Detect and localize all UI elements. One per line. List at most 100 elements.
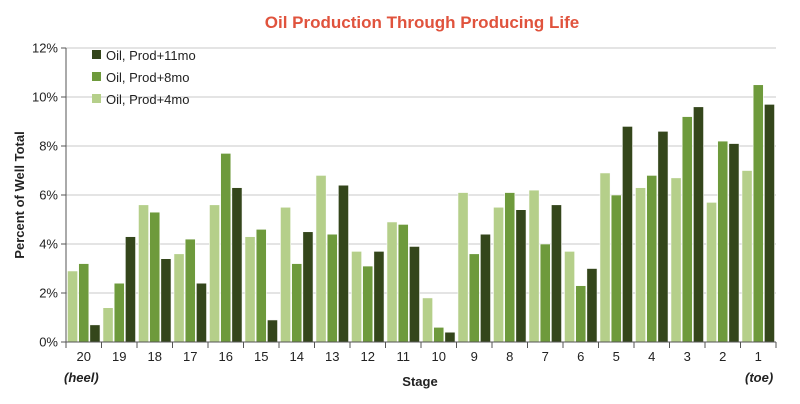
bar bbox=[125, 236, 136, 343]
bar bbox=[373, 251, 385, 343]
bar bbox=[338, 184, 349, 343]
bar bbox=[280, 206, 291, 343]
x-axis-label: Stage bbox=[402, 374, 437, 389]
bar bbox=[657, 131, 669, 343]
y-tick-label: 2% bbox=[39, 286, 58, 301]
bar bbox=[551, 204, 562, 343]
bar bbox=[681, 116, 693, 343]
bar bbox=[397, 224, 409, 343]
bar bbox=[160, 258, 172, 343]
bar bbox=[515, 209, 527, 343]
x-tick-label: 10 bbox=[432, 349, 446, 364]
y-tick-label: 12% bbox=[32, 41, 58, 56]
bar bbox=[362, 265, 374, 343]
bar bbox=[480, 233, 491, 343]
x-tick-label: 13 bbox=[325, 349, 339, 364]
heel-annotation: (heel) bbox=[64, 370, 99, 385]
bar bbox=[646, 175, 658, 343]
bar bbox=[67, 270, 78, 343]
bar bbox=[610, 194, 622, 343]
bar bbox=[717, 140, 729, 343]
bar bbox=[173, 253, 185, 343]
x-tick-label: 2 bbox=[719, 349, 726, 364]
bar bbox=[422, 297, 433, 343]
bar bbox=[255, 229, 267, 343]
x-tick-label: 7 bbox=[542, 349, 549, 364]
bar bbox=[468, 253, 480, 343]
bar bbox=[231, 187, 243, 343]
bar bbox=[196, 282, 207, 343]
bar bbox=[315, 175, 327, 343]
x-tick-labels: 20 19 18 17 16 15 14 13 12 11 10 9 8 7 6 5 4 3 2 1 bbox=[77, 349, 762, 364]
toe-annotation: (toe) bbox=[745, 370, 773, 385]
x-tick-label: 6 bbox=[577, 349, 584, 364]
bar bbox=[528, 189, 540, 343]
bar bbox=[599, 172, 611, 343]
bar bbox=[209, 204, 220, 343]
x-tick-label: 1 bbox=[755, 349, 762, 364]
bar bbox=[409, 246, 420, 343]
bar bbox=[138, 204, 149, 343]
x-tick-label: 5 bbox=[613, 349, 620, 364]
x-tick-label: 15 bbox=[254, 349, 268, 364]
x-tick-label: 12 bbox=[361, 349, 375, 364]
legend-label: Oil, Prod+8mo bbox=[106, 70, 189, 85]
y-tick-labels: 0% 2% 4% 6% 8% 10% 12% bbox=[32, 41, 58, 350]
legend-swatch bbox=[92, 72, 101, 81]
x-tick-label: 16 bbox=[219, 349, 233, 364]
bar bbox=[302, 231, 314, 343]
bar bbox=[539, 243, 551, 343]
bar bbox=[670, 177, 682, 343]
y-axis-label: Percent of Well Total bbox=[12, 131, 27, 258]
bar bbox=[635, 187, 646, 343]
bar bbox=[386, 221, 398, 343]
bar bbox=[102, 307, 114, 343]
bar bbox=[457, 192, 469, 343]
bar bbox=[184, 238, 196, 343]
bar bbox=[575, 285, 587, 343]
bar bbox=[764, 104, 775, 343]
legend-label: Oil, Prod+4mo bbox=[106, 92, 189, 107]
x-tick-label: 18 bbox=[148, 349, 162, 364]
y-tick-label: 8% bbox=[39, 139, 58, 154]
bar bbox=[706, 202, 717, 343]
x-tick-label: 20 bbox=[77, 349, 91, 364]
bar bbox=[693, 106, 704, 343]
bar bbox=[493, 206, 504, 343]
bar bbox=[752, 84, 764, 343]
bar bbox=[741, 170, 753, 343]
bar bbox=[291, 263, 303, 343]
axes bbox=[61, 47, 777, 348]
y-tick-label: 4% bbox=[39, 237, 58, 252]
bar bbox=[433, 326, 445, 343]
x-tick-label: 4 bbox=[648, 349, 655, 364]
bars bbox=[67, 84, 775, 343]
bar bbox=[351, 251, 362, 343]
bar bbox=[444, 331, 456, 343]
bar bbox=[564, 251, 575, 343]
bar bbox=[78, 263, 90, 343]
bar bbox=[504, 192, 516, 343]
bar bbox=[728, 143, 740, 343]
x-tick-label: 19 bbox=[112, 349, 126, 364]
bar bbox=[267, 319, 278, 343]
bar bbox=[113, 282, 125, 343]
legend: Oil, Prod+11mo Oil, Prod+8mo Oil, Prod+4mo bbox=[92, 48, 196, 107]
x-tick-label: 11 bbox=[397, 349, 411, 364]
x-tick-label: 8 bbox=[506, 349, 513, 364]
y-tick-label: 0% bbox=[39, 335, 58, 350]
bar bbox=[622, 126, 633, 343]
y-tick-label: 6% bbox=[39, 188, 58, 203]
bar bbox=[244, 236, 256, 343]
bar bbox=[326, 233, 338, 343]
bar bbox=[89, 324, 101, 343]
legend-swatch bbox=[92, 50, 101, 59]
x-tick-label: 14 bbox=[290, 349, 304, 364]
x-tick-label: 3 bbox=[684, 349, 691, 364]
x-tick-label: 17 bbox=[183, 349, 197, 364]
y-tick-label: 10% bbox=[32, 90, 58, 105]
bar bbox=[586, 268, 598, 343]
x-tick-label: 9 bbox=[471, 349, 478, 364]
legend-swatch bbox=[92, 94, 101, 103]
